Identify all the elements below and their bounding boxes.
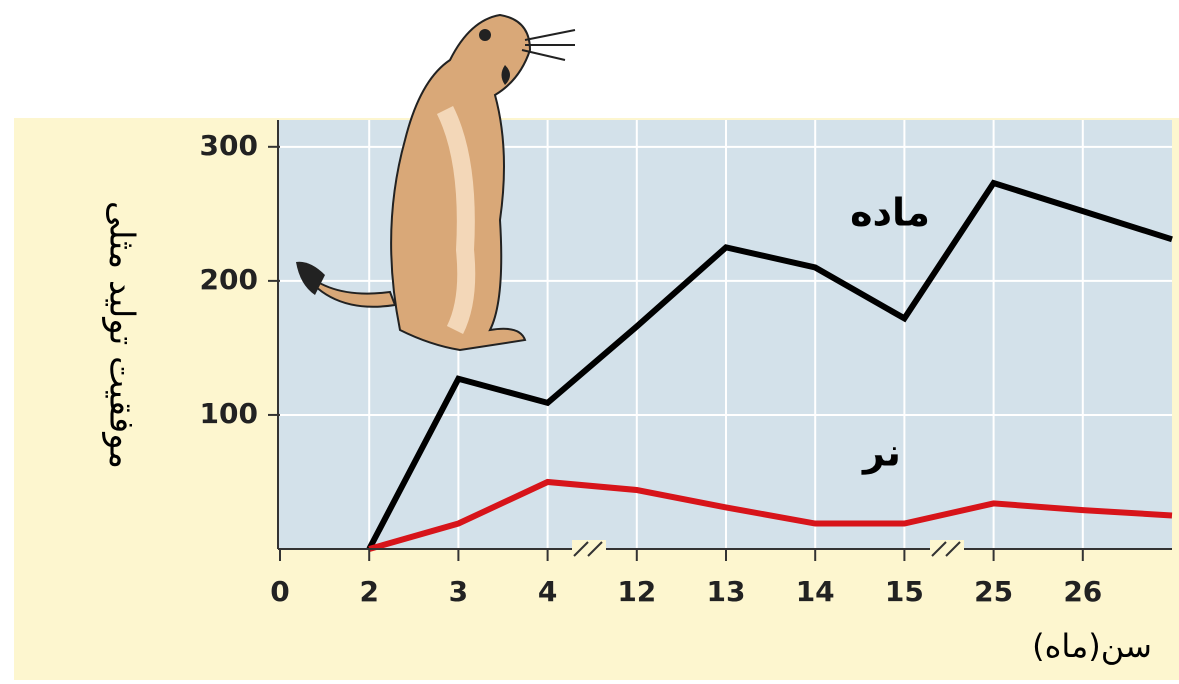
x-tick-label: 26 <box>1063 575 1102 608</box>
y-tick-label: 100 <box>200 397 258 430</box>
series-label: ماده <box>850 191 930 235</box>
x-tick-label: 0 <box>270 575 289 608</box>
x-tick-label: 3 <box>449 575 468 608</box>
x-tick-label: 14 <box>796 575 835 608</box>
x-tick-label: 15 <box>885 575 924 608</box>
x-axis-label: سن(ماه) <box>1032 627 1152 665</box>
x-tick-label: 13 <box>707 575 746 608</box>
series-label: نر <box>861 431 901 475</box>
chart: موفقیت تولید مثلی سن(ماه) ماده نر 100 200… <box>0 0 1179 680</box>
y-tick-label: 200 <box>200 263 258 296</box>
x-tick-label: 2 <box>359 575 378 608</box>
x-tick-label: 25 <box>974 575 1013 608</box>
y-axis-label: موفقیت تولید مثلی <box>102 201 142 469</box>
y-tick-label: 300 <box>200 129 258 162</box>
x-tick-label: 4 <box>538 575 557 608</box>
x-tick-label: 12 <box>617 575 656 608</box>
